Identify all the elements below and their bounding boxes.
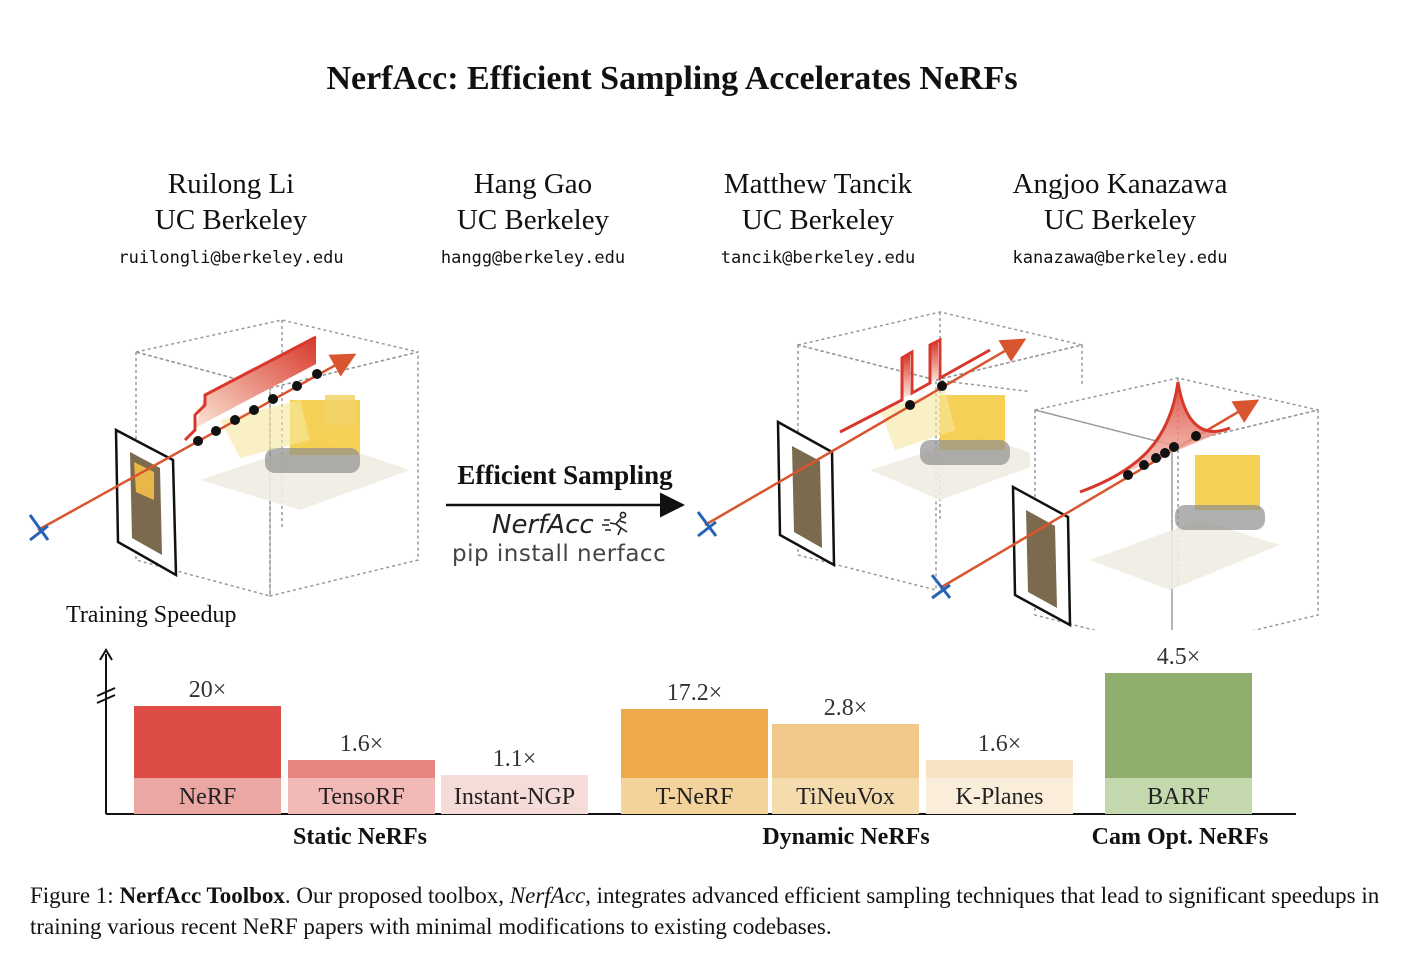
caption-bold: NerfAcc Toolbox [119,883,285,908]
camera-icon [930,574,952,600]
category-label: T-NeRF [656,784,734,810]
value-label: 2.8× [824,695,868,721]
value-label: 1.6× [340,731,384,757]
sampling-illustration [28,311,1319,630]
category-label: K-Planes [956,784,1044,810]
group-label: Static NeRFs [293,824,427,850]
runner-icon [601,511,628,536]
category-label: NeRF [179,784,236,810]
value-label: 20× [189,677,227,703]
category-label: Instant-NGP [454,784,575,810]
bulldozer-icon [870,390,1050,500]
author-block: Hang Gao UC Berkeley hangg@berkeley.edu [383,166,683,268]
bar-tineuvox [772,724,919,778]
bar-nerf [134,706,281,778]
bar-label-bg [134,778,281,814]
bar-label-bg [621,778,768,814]
caption-label: Figure 1: [30,883,114,908]
author-name: Angjoo Kanazawa [1012,168,1228,200]
value-label: 1.6× [978,731,1022,757]
author-name: Matthew Tancik [723,168,913,200]
author-email: tancik@berkeley.edu [720,248,916,268]
value-label: 1.1× [493,746,537,772]
author-email: kanazawa@berkeley.edu [1012,248,1228,268]
camera-icon [28,514,50,542]
install-command: pip install nerfacc [452,541,667,567]
image-plane [114,427,178,578]
bar-barf [1105,673,1252,778]
bar-label-bg [926,778,1073,814]
bar-k-planes [926,760,1073,778]
paper-title: NerfAcc: Efficient Sampling Accelerates … [326,60,1018,97]
image-plane [1011,484,1072,628]
group-label: Cam Opt. NeRFs [1092,824,1269,850]
category-label: BARF [1147,784,1210,810]
camera-icon [696,511,718,538]
value-label: 4.5× [1157,644,1201,670]
author-email: hangg@berkeley.edu [440,248,626,268]
bar-label-bg [1105,778,1252,814]
author-affiliation: UC Berkeley [154,204,308,236]
value-label: 17.2× [667,680,723,706]
bar-instant-ngp [441,775,588,778]
figure-caption: Figure 1: NerfAcc Toolbox. Our proposed … [30,880,1390,942]
category-label: TensoRF [318,784,404,810]
category-label: TiNeuVox [796,784,895,810]
bar-label-bg [772,778,919,814]
group-label: Dynamic NeRFs [762,824,929,850]
author-name: Hang Gao [473,168,593,200]
author-block: Angjoo Kanazawa UC Berkeley kanazawa@ber… [970,166,1270,268]
author-name: Ruilong Li [167,168,295,200]
bar-label-bg [441,778,588,814]
bar-tensorf [288,760,435,778]
author-affiliation: UC Berkeley [741,204,895,236]
speedup-chart: NeRF 20× TensoRF 1.6× Instant-NGP 1.1× T-NeRF 1… [96,644,1296,850]
caption-post: , integrates advanced efficient sampling… [30,883,1380,939]
author-affiliation: UC Berkeley [1043,204,1197,236]
nerfacc-logo: NerfAcc [492,510,632,540]
axis-break-icon [96,687,116,704]
left-scene [28,319,419,597]
efficient-sampling-label: Efficient Sampling [457,460,673,490]
right-scene [930,377,1319,630]
caption-italic: NerfAcc [509,883,586,908]
middle-scene [696,311,1083,591]
bar-t-nerf [621,709,768,778]
chart-ylabel: Training Speedup [66,602,237,628]
author-email: ruilongli@berkeley.edu [118,248,344,268]
author-block: Matthew Tancik UC Berkeley tancik@berkel… [668,166,968,268]
nerfacc-logo-text: NerfAcc [492,510,594,540]
caption-pre: . Our proposed toolbox, [284,883,510,908]
bulldozer-icon [1090,455,1280,590]
author-affiliation: UC Berkeley [456,204,610,236]
bulldozer-icon [200,395,410,510]
author-block: Ruilong Li UC Berkeley ruilongli@berkele… [81,166,381,268]
bar-label-bg [288,778,435,814]
image-plane [776,419,836,568]
